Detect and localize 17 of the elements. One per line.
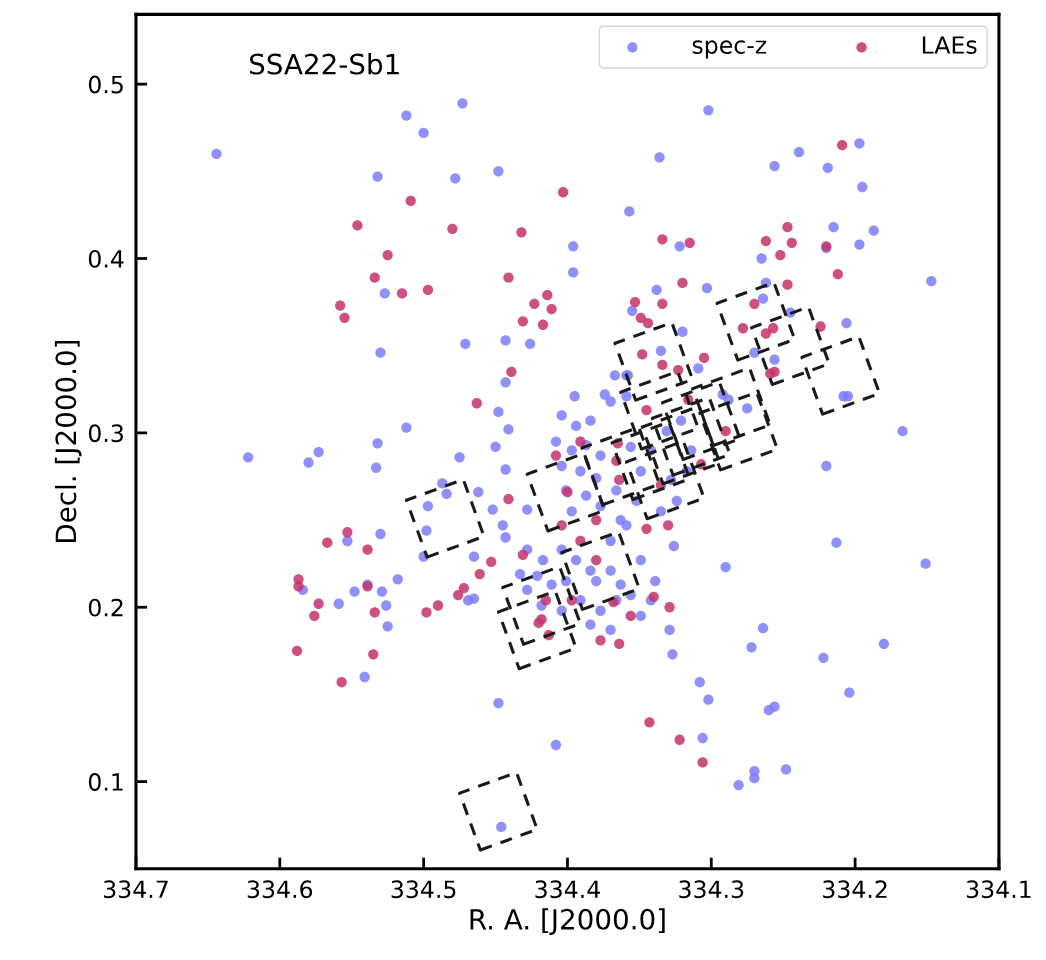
legend-label: LAEs [922, 36, 977, 54]
x-tick-label: 334.2 [823, 880, 887, 899]
y-tick-label: 0.2 [88, 598, 123, 617]
y-tick-label: 0.1 [88, 773, 123, 791]
y-tick-label: 0.5 [88, 75, 123, 94]
x-tick-label: 334.5 [391, 880, 456, 899]
x-tick-label: 334.3 [679, 880, 744, 899]
y-tick-label: 0.3 [88, 424, 123, 443]
text: SSA22-Sb1 [250, 53, 399, 75]
y-tick-label: 0.4 [88, 249, 124, 268]
y-axis-title: Decl. [J2000.0] [54, 340, 82, 542]
x-tick-label: 334.7 [103, 880, 168, 899]
x-axis-title: R. A. [J2000.0] [470, 908, 665, 935]
x-tick-label: 334.4 [535, 880, 600, 899]
x-tick-label: 334.6 [247, 880, 313, 899]
x-tick-label: 334.1 [966, 880, 1031, 899]
legend-label: spec-z [692, 40, 767, 59]
